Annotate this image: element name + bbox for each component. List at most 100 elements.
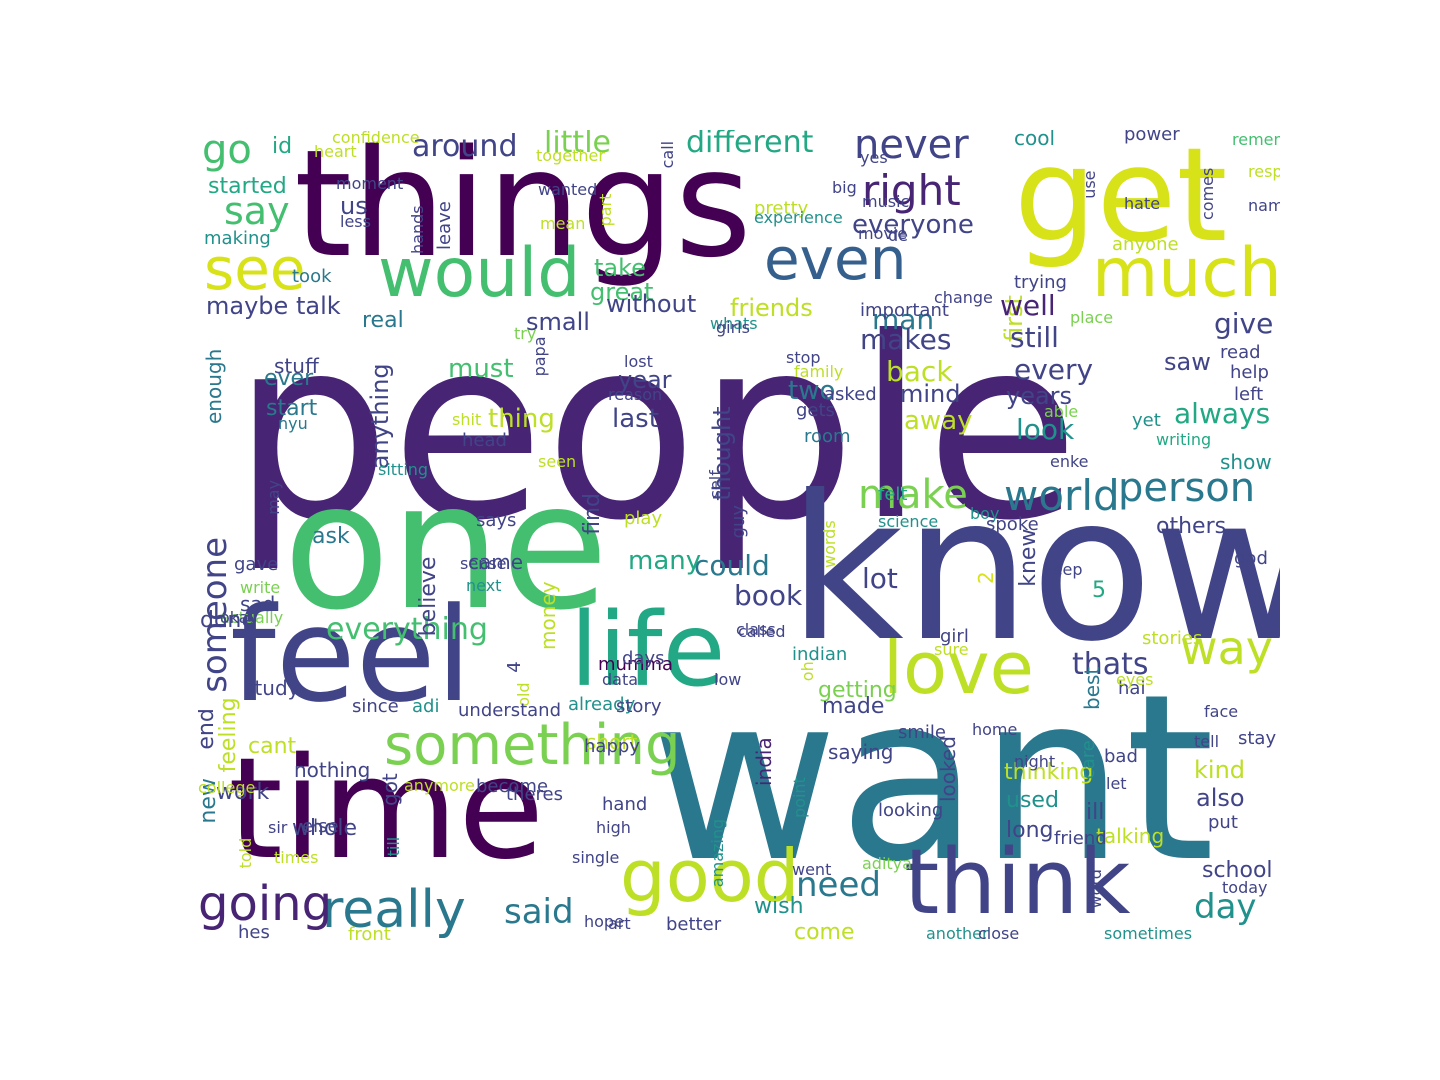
cloud-word: believe bbox=[416, 556, 441, 637]
cloud-word: nothing bbox=[294, 758, 371, 782]
cloud-word: end bbox=[198, 708, 219, 750]
cloud-word: cant bbox=[248, 734, 297, 759]
cloud-word: god bbox=[1234, 548, 1268, 569]
cloud-word: let bbox=[1106, 774, 1127, 793]
cloud-word: makes bbox=[860, 323, 952, 356]
cloud-word: science bbox=[878, 512, 939, 531]
cloud-word: even bbox=[764, 225, 907, 293]
cloud-word: right bbox=[862, 166, 961, 215]
cloud-word: reason bbox=[608, 385, 663, 404]
cloud-word: felt bbox=[878, 484, 908, 505]
cloud-word: day bbox=[1194, 887, 1257, 927]
cloud-word: eyes bbox=[1116, 670, 1154, 689]
cloud-word: home bbox=[972, 720, 1018, 739]
cloud-word: thinking bbox=[1004, 760, 1094, 785]
cloud-word: family bbox=[794, 362, 844, 381]
cloud-word: sir bbox=[268, 818, 288, 837]
cloud-word: pretty bbox=[754, 198, 809, 219]
cloud-word: love bbox=[883, 626, 1034, 710]
cloud-word: writing bbox=[1156, 430, 1212, 449]
cloud-word: low bbox=[714, 670, 742, 689]
cloud-word: show bbox=[1220, 450, 1272, 474]
cloud-word: guy bbox=[728, 504, 749, 539]
cloud-word: since bbox=[352, 696, 399, 717]
cloud-word: way bbox=[1180, 621, 1274, 675]
cloud-word: something bbox=[384, 713, 681, 778]
cloud-word: next bbox=[466, 576, 502, 595]
cloud-word: able bbox=[1044, 402, 1079, 421]
cloud-word: power bbox=[1124, 130, 1180, 145]
cloud-word: less bbox=[340, 212, 371, 231]
cloud-word: write bbox=[240, 578, 281, 597]
cloud-word: movie bbox=[858, 224, 908, 243]
cloud-word: times bbox=[274, 848, 319, 867]
cloud-word: think bbox=[904, 830, 1131, 935]
cloud-word: room bbox=[804, 426, 851, 447]
cloud-word: important bbox=[860, 300, 949, 321]
cloud-word: see bbox=[204, 235, 306, 303]
cloud-word: going bbox=[198, 876, 333, 932]
cloud-word: man bbox=[872, 303, 935, 336]
cloud-word: close bbox=[978, 924, 1020, 943]
cloud-word: okay bbox=[220, 608, 259, 627]
cloud-word: lot bbox=[862, 562, 898, 595]
cloud-word: look bbox=[1016, 413, 1075, 446]
cloud-word: really bbox=[322, 880, 466, 940]
cloud-word: others bbox=[1156, 514, 1227, 539]
word-cloud: people want know one things time feel get life th… bbox=[198, 130, 1280, 948]
cloud-word: head bbox=[462, 430, 507, 451]
cloud-word: mean bbox=[540, 214, 586, 233]
cloud-word: smile bbox=[898, 722, 946, 743]
cloud-word: anything bbox=[366, 363, 394, 470]
cloud-word: word bbox=[1086, 869, 1105, 909]
cloud-word: sure bbox=[934, 640, 969, 659]
cloud-word: study bbox=[244, 676, 300, 700]
cloud-word: together bbox=[536, 146, 605, 165]
cloud-word: anymore bbox=[404, 776, 475, 795]
cloud-word: work bbox=[216, 780, 270, 805]
cloud-word: years bbox=[1006, 382, 1073, 410]
cloud-word: talking bbox=[1096, 824, 1165, 848]
cloud-word: enough bbox=[202, 348, 226, 424]
cloud-word: take bbox=[594, 254, 646, 282]
cloud-word: experience bbox=[754, 208, 843, 227]
cloud-word: give bbox=[1214, 307, 1274, 340]
cloud-word: use bbox=[1080, 170, 1099, 199]
cloud-word: real bbox=[362, 308, 404, 333]
cloud-word: trying bbox=[1014, 272, 1067, 293]
cloud-word: everything bbox=[326, 612, 488, 647]
cloud-word: time bbox=[228, 728, 545, 891]
cloud-word: thing bbox=[488, 404, 555, 434]
cloud-word: oh bbox=[798, 661, 817, 682]
cloud-word: hes bbox=[238, 922, 270, 943]
cloud-word: told bbox=[236, 837, 255, 869]
cloud-word: must bbox=[448, 354, 514, 384]
cloud-word: yet bbox=[1132, 410, 1161, 431]
cloud-word: girl bbox=[940, 626, 969, 647]
cloud-word: said bbox=[504, 892, 574, 932]
cloud-word: adi bbox=[412, 696, 440, 717]
cloud-word: theres bbox=[506, 784, 563, 805]
cloud-word: whats bbox=[710, 314, 758, 333]
cloud-word: stuff bbox=[274, 354, 319, 378]
cloud-word: confidence bbox=[332, 130, 420, 147]
cloud-word: get bbox=[1014, 130, 1228, 271]
cloud-word: school bbox=[1202, 858, 1273, 883]
cloud-word: else bbox=[302, 816, 339, 837]
cloud-word: read bbox=[1220, 342, 1261, 363]
cloud-word: high bbox=[596, 818, 631, 837]
cloud-word: part bbox=[596, 193, 615, 227]
cloud-word: nyu bbox=[278, 414, 308, 433]
cloud-word: would bbox=[378, 234, 581, 313]
cloud-word: never bbox=[854, 130, 969, 168]
cloud-word: still bbox=[1010, 321, 1059, 354]
cloud-word: till bbox=[384, 836, 403, 857]
cloud-word: things bbox=[294, 130, 752, 290]
cloud-word: used bbox=[1006, 788, 1059, 813]
cloud-word: money bbox=[536, 581, 560, 650]
cloud-word: without bbox=[606, 290, 697, 318]
cloud-word: respect bbox=[1248, 162, 1280, 181]
cloud-word: big bbox=[832, 178, 857, 197]
cloud-word: data bbox=[602, 670, 639, 689]
cloud-word: actually bbox=[220, 608, 284, 627]
